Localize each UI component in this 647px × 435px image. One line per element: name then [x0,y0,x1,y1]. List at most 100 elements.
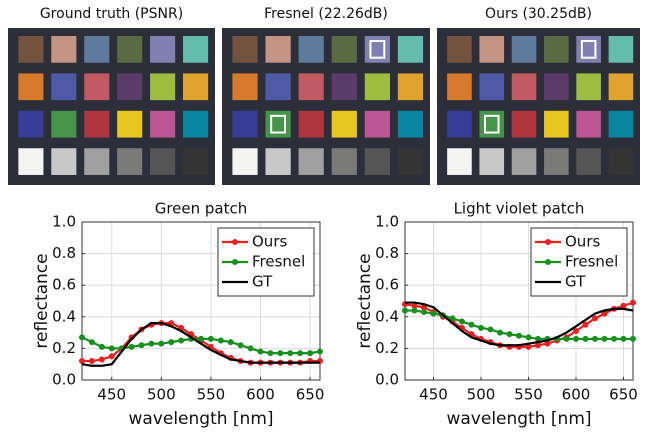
color-patch [265,148,291,175]
data-point [257,348,264,355]
color-patch [331,73,357,101]
data-point [402,307,408,314]
image-caption: Ours (30.25dB) [485,6,592,22]
color-patch [84,110,110,138]
data-point [198,335,204,342]
color-patch [298,36,324,63]
color-patch [265,73,291,101]
data-point [620,335,627,342]
data-point [168,339,175,346]
color-patch [265,36,291,63]
data-point [108,353,115,360]
color-patch [447,36,472,63]
color-patch [51,110,77,138]
data-point [98,356,105,363]
chart-title: Light violet patch [454,200,585,218]
data-point [478,324,484,331]
data-point [535,335,541,342]
data-point [168,320,175,327]
legend-marker [232,239,238,245]
color-patch [511,36,537,63]
data-point [108,345,115,352]
color-patch [84,36,110,63]
color-patch [576,73,601,101]
data-point [237,342,244,349]
color-patch [331,110,357,138]
x-tick-label: 550 [197,386,226,404]
color-patch [479,148,505,175]
color-patch [150,36,176,63]
data-point [487,326,494,333]
y-tick-label: 1.0 [375,213,399,231]
color-patch [364,148,390,175]
y-tick-label: 0.2 [52,339,76,357]
color-patch [117,110,143,138]
color-patch [447,110,472,138]
legend-label: Ours [565,233,600,251]
x-tick-label: 550 [514,386,543,404]
color-patch [117,148,143,175]
color-patch [608,148,634,175]
color-patch [544,36,569,63]
color-patch [576,36,601,63]
color-patch [397,148,424,175]
data-point [88,358,95,365]
data-point [148,340,155,347]
data-point [307,350,314,357]
color-patch [447,73,472,101]
data-point [506,331,513,338]
color-patch [51,36,77,63]
legend-label: GT [252,273,273,291]
highlight-box [369,40,386,59]
data-point [582,335,589,342]
data-point [535,342,541,349]
color-patch [364,73,390,101]
color-patch [397,73,424,101]
color-patch [608,110,634,138]
data-point [544,340,551,347]
y-axis-label: reflectance [355,253,375,348]
x-axis-label: wavelength [nm] [128,409,273,429]
data-point [563,335,570,342]
color-patch [232,148,258,175]
color-patch [544,110,569,138]
x-axis-label: wavelength [nm] [446,409,591,429]
color-patch [150,110,176,138]
data-point [411,307,418,314]
color-patch [18,148,44,175]
data-point [525,334,532,341]
y-tick-label: 0.4 [375,307,399,325]
color-patch [183,148,209,175]
y-tick-label: 0.4 [52,307,76,325]
color-patch [84,73,110,101]
data-point [630,299,636,306]
x-tick-label: 650 [609,386,638,404]
y-tick-label: 0.6 [375,276,399,294]
highlight-box [483,114,500,134]
data-point [516,332,522,339]
data-point [138,342,145,349]
y-tick-label: 0.6 [52,276,76,294]
legend-marker [545,239,551,245]
highlight-box [580,40,597,59]
color-patch [183,73,209,101]
data-point [497,329,503,336]
color-patch [331,36,357,63]
color-patch [447,148,472,175]
x-tick-label: 600 [562,386,591,404]
data-point [573,335,579,342]
color-patch [298,110,324,138]
data-point [601,310,608,317]
data-point [630,335,636,342]
data-point [421,304,427,311]
color-patch [150,73,176,101]
color-patch [183,110,209,138]
data-point [430,310,437,317]
data-point [592,335,598,342]
color-patch [576,148,601,175]
color-patch [511,110,537,138]
y-tick-label: 0.0 [52,371,76,389]
color-patch [232,110,258,138]
color-patch [511,148,537,175]
